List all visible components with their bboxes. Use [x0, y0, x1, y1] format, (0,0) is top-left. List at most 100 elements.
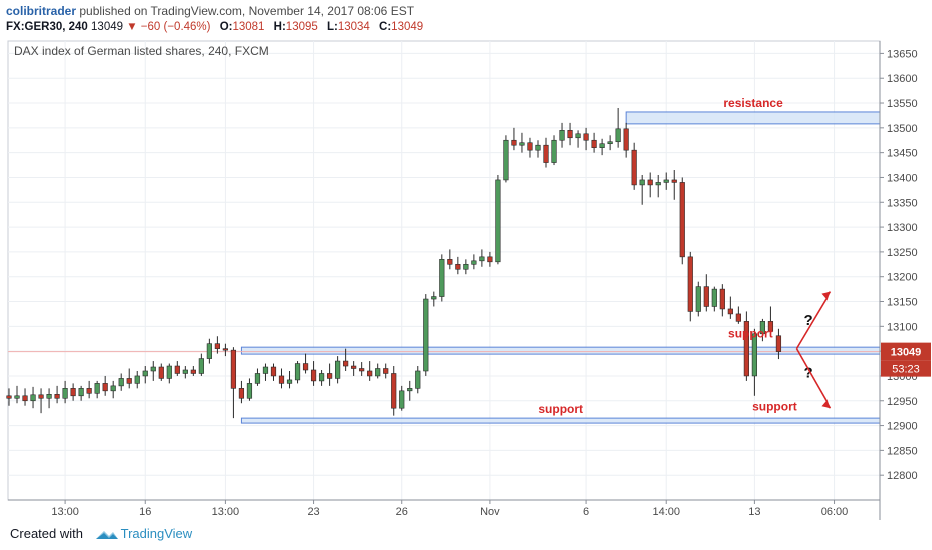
candle-body [599, 143, 605, 148]
created-with-label: Created with [10, 526, 83, 541]
candle-body [262, 366, 269, 374]
candle-body [519, 142, 525, 146]
y-tick-label: 13650 [887, 48, 918, 60]
candle-body [407, 388, 413, 392]
x-tick-label: 13 [748, 506, 760, 518]
x-tick-label: 14:00 [652, 506, 680, 518]
candle-body [551, 139, 557, 163]
candle-body [735, 313, 741, 322]
tradingview-logo-icon [96, 531, 118, 539]
candle-body [567, 130, 573, 139]
candle-body [543, 144, 549, 163]
candle-body [102, 383, 108, 392]
candle-body [230, 349, 237, 389]
candle-body [86, 388, 92, 394]
candle-body [423, 298, 429, 372]
y-tick-label: 13350 [887, 197, 918, 209]
y-tick-label: 13600 [887, 73, 918, 85]
candle-body [751, 333, 757, 377]
x-tick-label: 16 [139, 506, 151, 518]
last-price: 13049 [91, 21, 124, 33]
zone-label: support [538, 402, 583, 416]
candle-body [214, 343, 220, 349]
candle-body [78, 388, 84, 397]
candle-body [655, 182, 661, 186]
author-link[interactable]: colibritrader [6, 4, 77, 18]
candle-body [663, 179, 669, 183]
candle-body [559, 130, 565, 141]
chart-title: DAX index of German listed shares, 240, … [14, 44, 269, 58]
candle-body [22, 395, 28, 402]
candle-body [687, 256, 693, 312]
x-tick-label: 23 [307, 506, 319, 518]
publish-info: colibritrader published on TradingView.c… [6, 4, 414, 18]
candle-body [575, 133, 581, 139]
candle-body [511, 139, 517, 146]
tradingview-brand[interactable]: TradingView [120, 526, 193, 541]
low-value: 13034 [337, 21, 370, 33]
last-price-tag [881, 342, 931, 361]
arrow-down-line [795, 348, 832, 409]
candle-body [775, 335, 782, 352]
candle-body [367, 370, 373, 377]
y-tick-label: 13450 [887, 148, 918, 160]
last-price-tag-label: 13049 [891, 347, 922, 359]
open-label: O: [219, 21, 233, 33]
candle-body [46, 394, 52, 399]
high-value: 13095 [285, 21, 318, 33]
candle-body [439, 259, 445, 297]
candle-body [487, 256, 493, 263]
y-tick-label: 13300 [887, 222, 918, 234]
candle-body [375, 368, 381, 377]
x-tick-label: 13:00 [212, 506, 240, 518]
candle-body [343, 360, 349, 367]
candle-body [767, 321, 774, 332]
candle-body [286, 379, 293, 384]
candle-body [302, 363, 309, 371]
y-tick-label: 13500 [887, 123, 918, 135]
candle-body [415, 370, 421, 389]
candle-body [118, 378, 124, 387]
candle-body [391, 373, 397, 409]
symbol-info-bar: FX:GER30, 240 13049 ▼ −60 (−0.46%) O:130… [6, 21, 423, 33]
candle-body [711, 288, 717, 307]
candle-body [359, 368, 365, 372]
candle-body [351, 365, 357, 369]
candle-body [182, 369, 188, 374]
candle-body [134, 375, 140, 384]
candle-body [431, 296, 437, 300]
arrow-up-line [795, 291, 832, 350]
candle-body [679, 182, 685, 258]
low-label: L: [326, 21, 338, 33]
candle-body [743, 321, 749, 377]
candle-body [495, 179, 501, 263]
y-tick-label: 13550 [887, 98, 918, 110]
candle-body [591, 139, 597, 148]
candle-body [270, 366, 277, 377]
candle-body [30, 394, 36, 402]
support-label: support [728, 327, 773, 341]
candle-body [719, 288, 725, 310]
symbol-label: FX:GER30, 240 [6, 21, 88, 33]
candle-body [150, 366, 156, 372]
candle-body [166, 365, 172, 379]
close-value: 13049 [391, 21, 424, 33]
candle-body [623, 128, 629, 151]
candle-body [631, 149, 637, 186]
countdown-tag [881, 360, 931, 377]
candle-body [479, 256, 485, 262]
candle-body [198, 358, 204, 374]
candle-body [639, 179, 645, 186]
candle-body [278, 375, 285, 384]
candle-body [695, 286, 701, 312]
y-tick-label: 12850 [887, 445, 918, 457]
candle-body [246, 383, 253, 399]
candle-body [471, 260, 477, 265]
support-label: support [752, 400, 797, 414]
close-label: C: [379, 21, 392, 33]
candle-body [455, 263, 461, 270]
x-tick-label: Nov [480, 506, 500, 518]
candle-body [142, 370, 148, 377]
candle-body [206, 343, 212, 359]
